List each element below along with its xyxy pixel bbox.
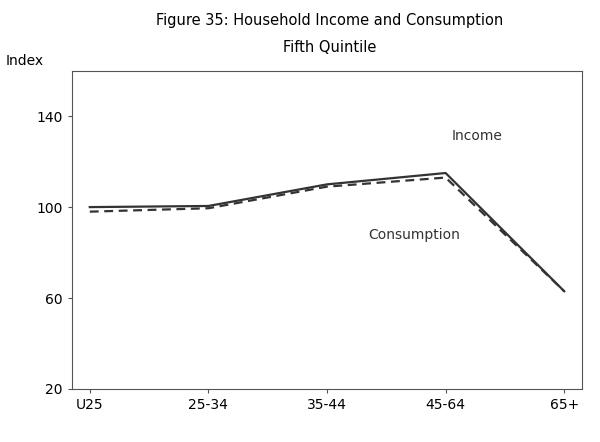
Text: Consumption: Consumption — [368, 228, 460, 242]
Text: Index: Index — [6, 53, 44, 68]
Text: Fifth Quintile: Fifth Quintile — [283, 40, 377, 55]
Text: Figure 35: Household Income and Consumption: Figure 35: Household Income and Consumpt… — [157, 13, 503, 28]
Text: Income: Income — [452, 130, 502, 144]
